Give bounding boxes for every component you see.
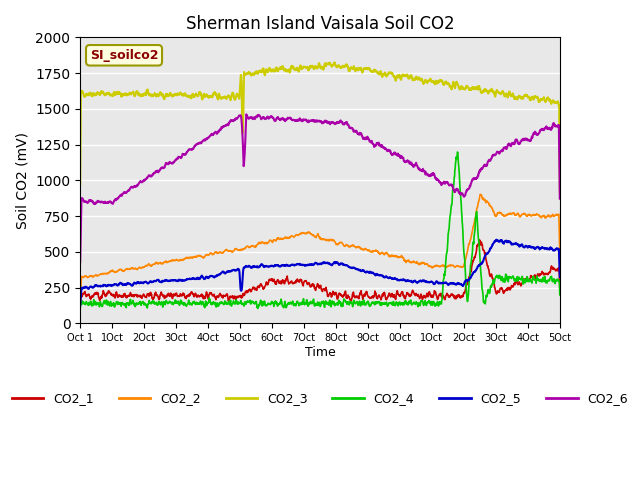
CO2_1: [133, 292, 141, 298]
CO2_1: [76, 303, 84, 309]
CO2_3: [290, 66, 298, 72]
CO2_5: [280, 262, 287, 268]
CO2_2: [113, 269, 121, 275]
Line: CO2_5: CO2_5: [80, 240, 560, 306]
CO2_4: [298, 299, 306, 305]
CO2_4: [454, 149, 461, 155]
CO2_1: [280, 279, 287, 285]
CO2_1: [290, 281, 298, 287]
CO2_2: [280, 235, 287, 241]
CO2_4: [349, 302, 357, 308]
CO2_2: [133, 266, 141, 272]
CO2_4: [280, 305, 287, 311]
Title: Sherman Island Vaisala Soil CO2: Sherman Island Vaisala Soil CO2: [186, 15, 454, 33]
CO2_6: [113, 196, 121, 202]
Text: SI_soilco2: SI_soilco2: [90, 49, 158, 62]
CO2_2: [477, 192, 484, 197]
CO2_1: [476, 237, 483, 243]
CO2_5: [290, 262, 298, 268]
CO2_5: [493, 237, 500, 242]
CO2_6: [280, 117, 288, 122]
CO2_5: [556, 274, 564, 280]
Line: CO2_3: CO2_3: [80, 62, 560, 192]
Line: CO2_6: CO2_6: [80, 114, 560, 262]
CO2_5: [113, 283, 121, 288]
CO2_1: [298, 280, 306, 286]
CO2_2: [556, 252, 564, 258]
CO2_6: [556, 196, 564, 202]
CO2_4: [133, 302, 141, 308]
CO2_3: [113, 91, 121, 97]
CO2_5: [298, 262, 306, 268]
CO2_5: [133, 280, 141, 286]
CO2_1: [349, 290, 357, 296]
CO2_4: [290, 303, 298, 309]
CO2_6: [290, 117, 298, 123]
CO2_4: [113, 300, 121, 305]
CO2_3: [298, 65, 306, 71]
CO2_3: [349, 66, 357, 72]
Line: CO2_4: CO2_4: [80, 152, 560, 310]
CO2_1: [113, 292, 121, 298]
CO2_4: [76, 307, 84, 313]
CO2_2: [298, 230, 306, 236]
Line: CO2_1: CO2_1: [80, 240, 560, 306]
CO2_1: [556, 288, 564, 294]
CO2_6: [349, 128, 357, 134]
CO2_2: [290, 234, 298, 240]
CO2_3: [331, 60, 339, 65]
X-axis label: Time: Time: [305, 346, 335, 359]
CO2_6: [299, 118, 307, 124]
Y-axis label: Soil CO2 (mV): Soil CO2 (mV): [16, 132, 30, 229]
CO2_3: [556, 190, 564, 195]
CO2_6: [243, 111, 250, 117]
CO2_3: [133, 88, 141, 94]
CO2_2: [349, 243, 357, 249]
CO2_6: [133, 182, 141, 188]
CO2_5: [76, 303, 84, 309]
CO2_5: [349, 264, 357, 270]
Legend: CO2_1, CO2_2, CO2_3, CO2_4, CO2_5, CO2_6: CO2_1, CO2_2, CO2_3, CO2_4, CO2_5, CO2_6: [7, 387, 633, 410]
CO2_2: [76, 297, 84, 303]
Line: CO2_2: CO2_2: [80, 194, 560, 300]
CO2_3: [280, 67, 287, 72]
CO2_4: [556, 292, 564, 298]
CO2_6: [76, 259, 84, 265]
CO2_3: [76, 181, 84, 187]
